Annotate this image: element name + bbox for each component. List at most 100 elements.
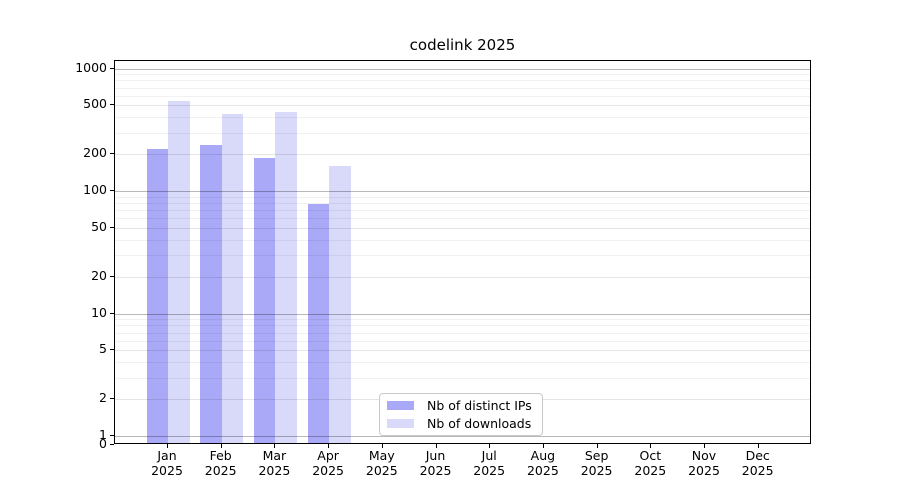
x-tick-year-aug: 2025 (526, 462, 559, 478)
legend-label-downloads: Nb of downloads (427, 415, 532, 431)
gridline-500 (115, 105, 810, 107)
x-tick-jan (167, 444, 168, 448)
gridline-8 (115, 325, 810, 327)
y-tick-200 (110, 153, 114, 155)
bar-nb-of-downloads-mar-2025 (275, 111, 297, 443)
x-tick-label-dec: Dec 2025 (730, 448, 786, 478)
x-tick-year-dec: 2025 (741, 462, 774, 478)
x-tick-label-apr: Apr 2025 (300, 448, 356, 478)
y-tick-2 (110, 398, 114, 400)
gridline-400 (115, 117, 810, 119)
gridline-7 (115, 332, 810, 334)
x-tick-sep (596, 444, 598, 448)
gridline-10 (115, 313, 810, 315)
x-tick-month-dec: Dec (745, 448, 770, 463)
bar-nb-of-downloads-apr-2025 (329, 166, 351, 443)
x-tick-feb (220, 444, 222, 448)
chart-title: codelink 2025 (409, 36, 516, 54)
x-tick-label-oct: Oct 2025 (622, 448, 678, 478)
y-tick-label-1000: 1000 (75, 59, 107, 75)
gridline-40 (115, 239, 810, 241)
y-tick-label-500: 500 (83, 96, 107, 112)
x-tick-month-jun: Jun (425, 448, 446, 463)
y-tick-10 (110, 312, 114, 314)
gridline-30 (115, 255, 810, 257)
gridline-700 (115, 87, 810, 89)
x-tick-mar (274, 444, 276, 448)
gridline-6 (115, 340, 810, 342)
x-tick-month-may: May (368, 448, 395, 463)
y-tick-label-1: 1 (99, 427, 107, 442)
y-tick-label-10: 10 (91, 304, 107, 320)
gridline-100 (115, 191, 810, 192)
y-tick-label-5: 5 (99, 341, 107, 357)
y-tick-label-100: 100 (83, 182, 107, 197)
x-tick-year-mar: 2025 (258, 462, 291, 478)
x-tick-month-nov: Nov (691, 448, 717, 463)
legend-label-distinct-ips: Nb of distinct IPs (427, 398, 532, 414)
x-tick-label-nov: Nov 2025 (676, 448, 732, 478)
legend: Nb of distinct IPs Nb of downloads (379, 393, 543, 436)
x-tick-year-sep: 2025 (580, 462, 613, 478)
x-tick-label-aug: Aug 2025 (515, 448, 571, 478)
bar-nb-of-distinct-ips-jan-2025 (146, 149, 168, 443)
gridline-90 (115, 196, 810, 198)
bar-nb-of-distinct-ips-mar-2025 (253, 158, 276, 443)
x-tick-month-feb: Feb (209, 448, 232, 463)
gridline-200 (115, 154, 810, 156)
gridline-900 (115, 74, 810, 76)
y-tick-label-2: 2 (99, 390, 107, 406)
x-tick-month-jan: Jan (157, 448, 177, 463)
gridline-70 (115, 210, 810, 211)
gridline-80 (115, 202, 810, 204)
gridline-9 (115, 319, 810, 321)
x-tick-label-may: May 2025 (354, 448, 410, 478)
x-tick-jun (435, 444, 437, 448)
y-tick-100 (110, 190, 114, 191)
gridline-800 (115, 80, 810, 82)
legend-item-downloads: Nb of downloads (387, 415, 534, 432)
x-tick-month-aug: Aug (530, 448, 556, 463)
y-tick-50 (110, 226, 114, 228)
x-tick-aug (542, 444, 544, 448)
gridline-600 (115, 95, 810, 97)
x-tick-month-mar: Mar (262, 448, 287, 463)
y-tick-label-0: 0 (99, 436, 107, 451)
plot-area (114, 60, 811, 444)
y-tick-1 (110, 435, 114, 436)
x-tick-label-feb: Feb 2025 (193, 448, 249, 478)
x-tick-jul (489, 444, 491, 448)
y-tick-label-200: 200 (83, 145, 107, 161)
x-tick-year-may: 2025 (365, 462, 398, 478)
gridline-300 (115, 132, 810, 134)
y-tick-500 (110, 104, 114, 106)
x-tick-oct (650, 444, 652, 448)
bar-nb-of-distinct-ips-feb-2025 (200, 144, 222, 443)
x-tick-label-jun: Jun 2025 (408, 448, 464, 478)
y-tick-label-20: 20 (91, 267, 107, 283)
x-tick-apr (328, 444, 330, 448)
gridline-60 (115, 218, 810, 220)
y-tick-5 (110, 349, 114, 351)
y-tick-20 (110, 275, 114, 277)
x-tick-year-jan: 2025 (151, 462, 183, 478)
bar-nb-of-downloads-feb-2025 (221, 113, 244, 443)
x-tick-label-sep: Sep 2025 (569, 448, 625, 478)
legend-item-distinct-ips: Nb of distinct IPs (387, 397, 534, 414)
x-tick-month-sep: Sep (584, 448, 609, 463)
gridline-1 (115, 436, 810, 437)
x-tick-month-jul: Jul (481, 448, 497, 463)
legend-swatch-downloads (387, 418, 414, 428)
x-tick-month-oct: Oct (639, 448, 662, 463)
x-tick-nov (704, 444, 705, 448)
y-tick-label-50: 50 (91, 218, 107, 234)
x-tick-label-jul: Jul 2025 (461, 448, 517, 478)
gridline-3 (115, 377, 810, 379)
bar-nb-of-distinct-ips-apr-2025 (307, 203, 330, 443)
x-tick-month-apr: Apr (317, 448, 339, 463)
gridline-5 (115, 350, 810, 352)
gridline-4 (115, 362, 810, 364)
gridline-20 (115, 276, 810, 278)
gridline-50 (115, 227, 810, 229)
